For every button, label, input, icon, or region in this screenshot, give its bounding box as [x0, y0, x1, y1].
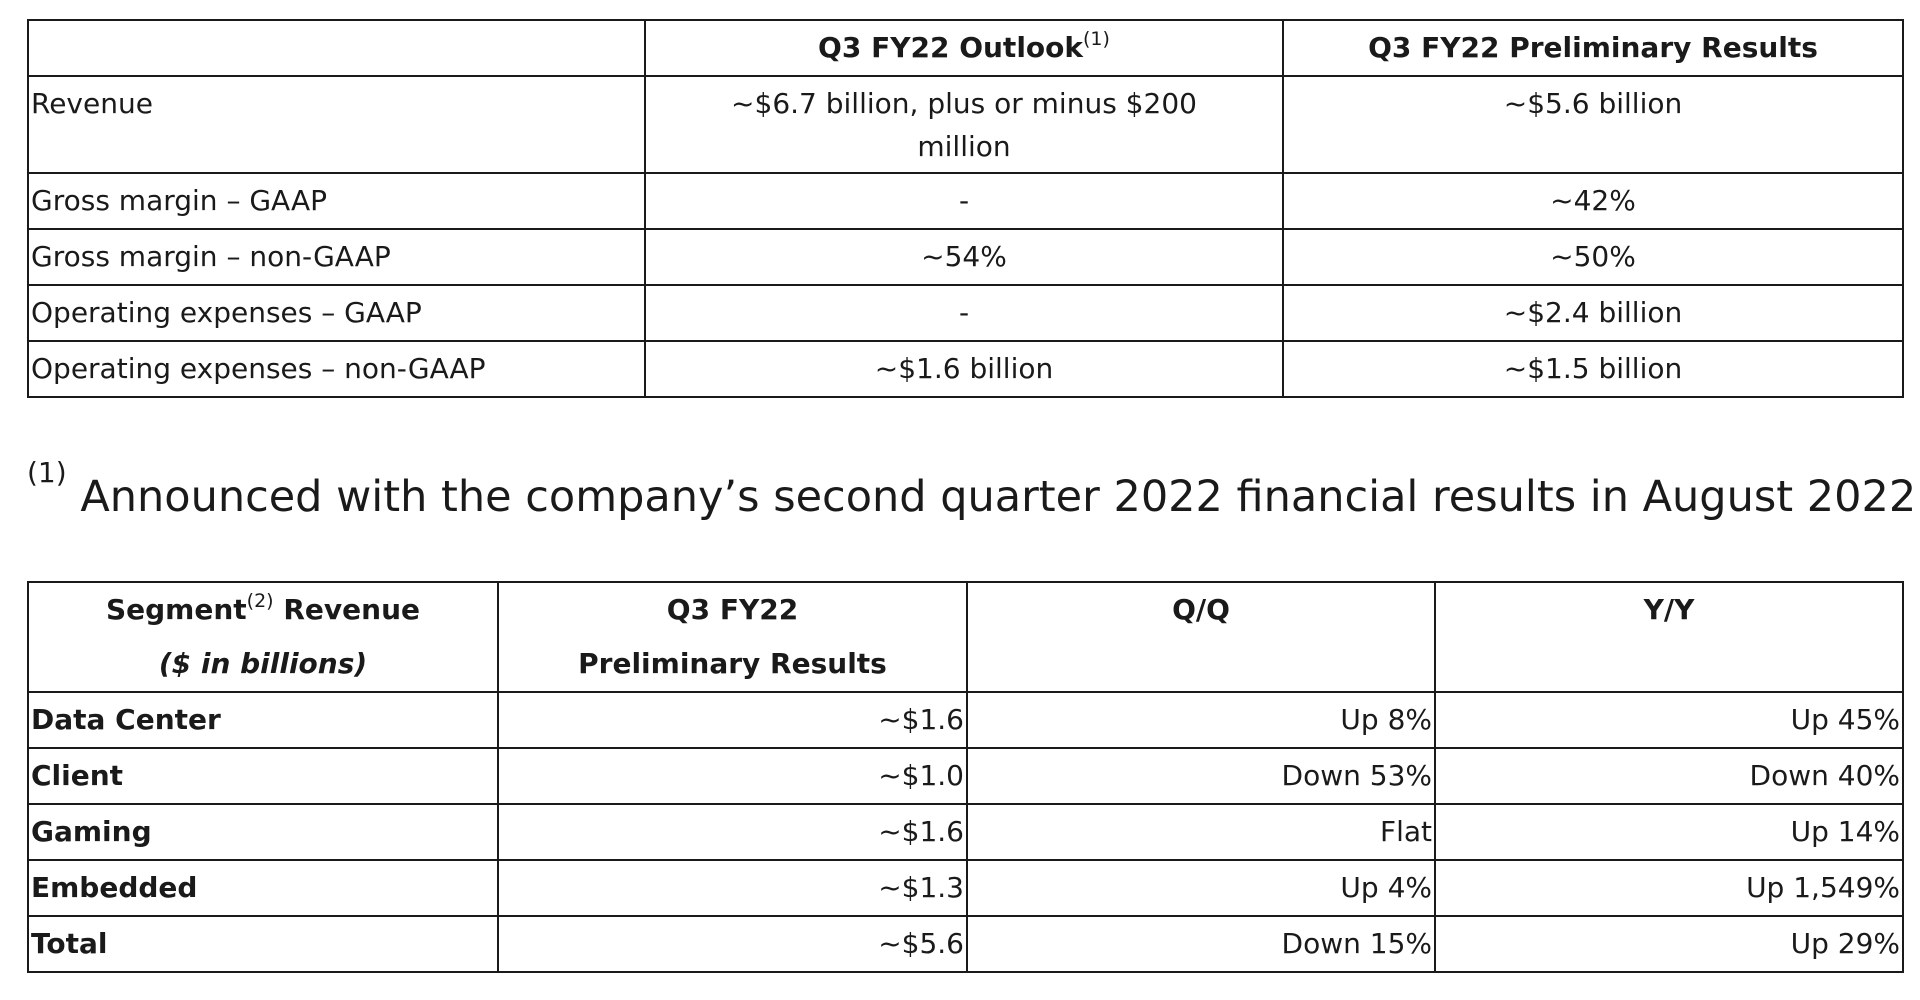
segment-label-client: Client [27, 747, 499, 805]
results-value-revenue: ~$5.6 billion [1282, 75, 1904, 174]
outlook-value-opex-gaap: - [644, 284, 1284, 342]
outlook-header-outlook-text: Q3 FY22 Outlook [818, 31, 1084, 64]
results-value-gross-margin-gaap: ~42% [1282, 172, 1904, 230]
segment-header-yy: Y/Y [1434, 581, 1904, 693]
outlook-table: Q3 FY22 Outlook(1) Q3 FY22 Preliminary R… [27, 19, 1904, 398]
outlook-value-revenue: ~$6.7 billion, plus or minus $200 millio… [644, 75, 1284, 174]
segment-header-results: Q3 FY22 Preliminary Results [497, 581, 968, 693]
segment-qq-client: Down 53% [966, 747, 1436, 805]
segment-results-data-center: ~$1.6 [497, 691, 968, 749]
footnote-text: Announced with the company’s second quar… [80, 472, 1920, 522]
segment-label-gaming: Gaming [27, 803, 499, 861]
segment-header-units: ($ in billions) [158, 647, 368, 680]
segment-header-results-line1: Q3 FY22 [666, 593, 799, 626]
segment-qq-data-center: Up 8% [966, 691, 1436, 749]
row-label-gross-margin-gaap: Gross margin – GAAP [27, 172, 646, 230]
segment-results-total: ~$5.6 [497, 915, 968, 973]
table-row: Total ~$5.6 Down 15% Up 29% [27, 915, 1904, 973]
outlook-value-gross-margin-gaap: - [644, 172, 1284, 230]
segment-yy-data-center: Up 45% [1434, 691, 1904, 749]
footnote-ref-1: (1) [1083, 27, 1110, 50]
segment-header-segment: Segment(2) Revenue ($ in billions) [27, 581, 499, 693]
segment-qq-embedded: Up 4% [966, 859, 1436, 917]
table-row: Gross margin – GAAP - ~42% [27, 172, 1904, 230]
footnote-marker: (1) [27, 455, 67, 489]
row-label-opex-non-gaap: Operating expenses – non-GAAP [27, 340, 646, 398]
segment-yy-client: Down 40% [1434, 747, 1904, 805]
segment-yy-total: Up 29% [1434, 915, 1904, 973]
segment-qq-total: Down 15% [966, 915, 1436, 973]
outlook-value-gross-margin-non-gaap: ~54% [644, 228, 1284, 286]
row-label-revenue: Revenue [27, 75, 646, 174]
segment-yy-embedded: Up 1,549% [1434, 859, 1904, 917]
table-row: Operating expenses – non-GAAP ~$1.6 bill… [27, 340, 1904, 398]
segment-label-embedded: Embedded [27, 859, 499, 917]
table-row: Embedded ~$1.3 Up 4% Up 1,549% [27, 859, 1904, 917]
segment-table: Segment(2) Revenue ($ in billions) Q3 FY… [27, 581, 1904, 973]
segment-qq-gaming: Flat [966, 803, 1436, 861]
table-row: Client ~$1.0 Down 53% Down 40% [27, 747, 1904, 805]
segment-yy-gaming: Up 14% [1434, 803, 1904, 861]
segment-header-segment-line1: Segment(2) Revenue [31, 583, 495, 637]
results-value-gross-margin-non-gaap: ~50% [1282, 228, 1904, 286]
footnote-ref-2: (2) [246, 589, 274, 612]
table-row: Revenue ~$6.7 billion, plus or minus $20… [27, 75, 1904, 174]
segment-label-data-center: Data Center [27, 691, 499, 749]
outlook-value-opex-non-gaap: ~$1.6 billion [644, 340, 1284, 398]
segment-header-segment-text: Segment [105, 593, 247, 626]
segment-header-qq: Q/Q [966, 581, 1436, 693]
outlook-header-results: Q3 FY22 Preliminary Results [1282, 19, 1904, 77]
segment-results-embedded: ~$1.3 [497, 859, 968, 917]
table-row: Data Center ~$1.6 Up 8% Up 45% [27, 691, 1904, 749]
segment-header-row: Segment(2) Revenue ($ in billions) Q3 FY… [27, 581, 1904, 693]
table-row: Gross margin – non-GAAP ~54% ~50% [27, 228, 1904, 286]
segment-results-gaming: ~$1.6 [497, 803, 968, 861]
segment-header-revenue-text: Revenue [273, 593, 420, 626]
outlook-header-outlook: Q3 FY22 Outlook(1) [644, 19, 1284, 77]
results-value-opex-gaap: ~$2.4 billion [1282, 284, 1904, 342]
row-label-opex-gaap: Operating expenses – GAAP [27, 284, 646, 342]
row-label-gross-margin-non-gaap: Gross margin – non-GAAP [27, 228, 646, 286]
segment-results-client: ~$1.0 [497, 747, 968, 805]
footnote: (1) Announced with the company’s second … [27, 458, 1920, 532]
outlook-header-blank [27, 19, 646, 77]
table-row: Gaming ~$1.6 Flat Up 14% [27, 803, 1904, 861]
results-value-opex-non-gaap: ~$1.5 billion [1282, 340, 1904, 398]
outlook-header-row: Q3 FY22 Outlook(1) Q3 FY22 Preliminary R… [27, 19, 1904, 77]
outlook-value-revenue-text: ~$6.7 billion, plus or minus $200 millio… [731, 87, 1197, 163]
segment-header-results-line2: Preliminary Results [578, 647, 887, 680]
table-row: Operating expenses – GAAP - ~$2.4 billio… [27, 284, 1904, 342]
segment-label-total: Total [27, 915, 499, 973]
